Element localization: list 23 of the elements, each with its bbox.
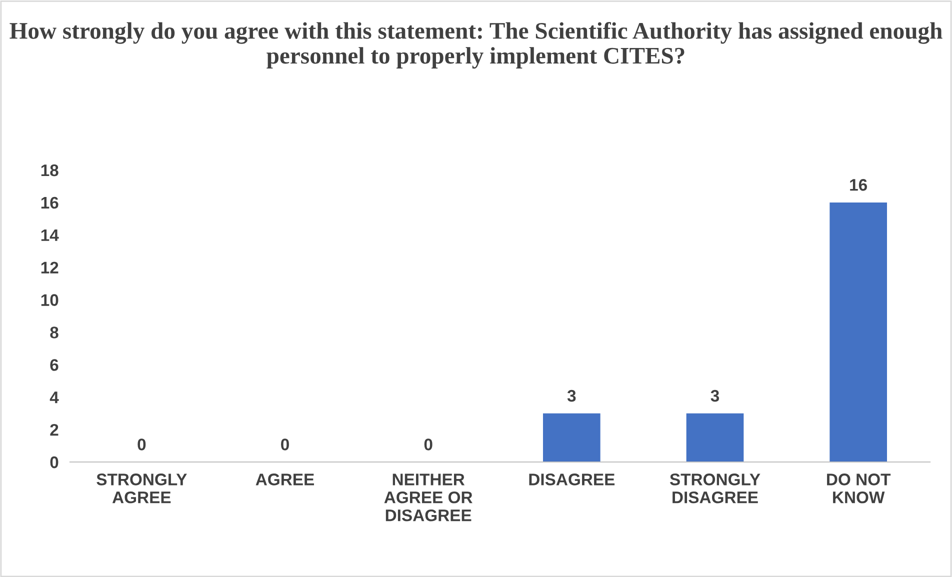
data-label: 16 xyxy=(850,179,867,191)
y-tick-label: 0 xyxy=(50,456,58,468)
chart-title: How strongly do you agree with this statement: The Scientific Authority has assigned enough personnel to properly implement CITES? xyxy=(10,22,942,69)
y-tick-label: 4 xyxy=(50,392,59,404)
x-tick-label: STRONGLY AGREE xyxy=(96,474,187,504)
data-label: 3 xyxy=(710,390,720,402)
y-tick-label: 2 xyxy=(50,424,58,436)
y-tick-label: 12 xyxy=(41,262,58,274)
x-tick-label: STRONGLY DISAGREE xyxy=(670,474,760,504)
y-tick-label: 14 xyxy=(41,229,59,241)
x-tick-label: DO NOT KNOW xyxy=(827,474,891,504)
x-tick-label: AGREE xyxy=(256,474,314,486)
x-tick-label: DISAGREE xyxy=(529,474,615,486)
y-tick-label: 18 xyxy=(41,164,58,176)
data-label: 0 xyxy=(424,438,432,450)
x-tick-label: NEITHER AGREE OR DISAGREE xyxy=(384,474,472,522)
data-label: 0 xyxy=(281,438,289,450)
data-label: 3 xyxy=(567,390,576,402)
y-tick-label: 8 xyxy=(50,326,58,338)
y-tick-label: 16 xyxy=(41,196,58,209)
y-tick-label: 10 xyxy=(41,294,58,306)
data-label: 0 xyxy=(138,438,146,450)
y-tick-label: 6 xyxy=(50,359,58,371)
